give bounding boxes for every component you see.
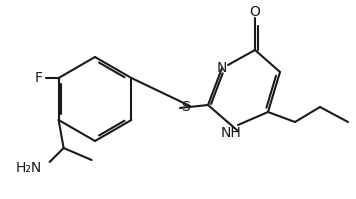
Text: H₂N: H₂N xyxy=(15,161,42,175)
Text: N: N xyxy=(217,61,227,75)
Text: S: S xyxy=(180,100,189,114)
Text: NH: NH xyxy=(221,126,241,140)
Text: O: O xyxy=(250,5,261,19)
Text: F: F xyxy=(35,71,43,85)
